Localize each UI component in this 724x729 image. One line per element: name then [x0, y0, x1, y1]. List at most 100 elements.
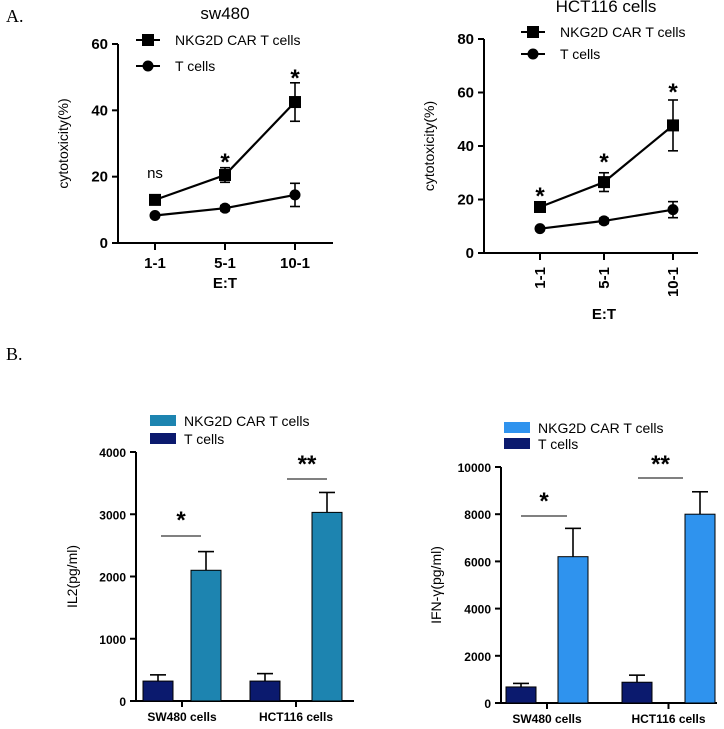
- significance-star: *: [290, 65, 300, 92]
- legend-swatch: [504, 422, 530, 433]
- significance-star: *: [539, 488, 549, 515]
- y-tick-label: 20: [91, 169, 108, 186]
- legend-swatch: [504, 438, 530, 449]
- legend-item: NKG2D CAR T cells: [521, 24, 686, 40]
- legend-label: NKG2D CAR T cells: [175, 32, 301, 48]
- data-point: [667, 204, 679, 216]
- y-tick-label: 60: [457, 85, 474, 102]
- legend-item: T cells: [150, 431, 224, 447]
- legend-item: NKG2D CAR T cells: [504, 420, 664, 436]
- hct116-series-t-cells: [534, 200, 679, 235]
- legend-marker: [527, 48, 539, 60]
- bar: [621, 681, 653, 704]
- ifng-series-car-t: [557, 490, 716, 704]
- data-point: [149, 193, 161, 206]
- y-tick-label: 2000: [99, 571, 126, 585]
- sw480-x-axis: 1-1 5-1 10-1: [118, 242, 333, 272]
- y-tick-label: 4000: [99, 446, 126, 460]
- ns-label: ns: [147, 165, 163, 182]
- legend-item: NKG2D CAR T cells: [150, 413, 310, 429]
- y-tick-label: 1000: [99, 633, 126, 647]
- legend-label: T cells: [560, 46, 600, 62]
- data-point: [219, 202, 231, 214]
- x-tick-label: 10-1: [665, 267, 682, 297]
- legend-label: NKG2D CAR T cells: [184, 413, 310, 429]
- data-point: [149, 209, 161, 221]
- legend-label: NKG2D CAR T cells: [560, 24, 686, 40]
- data-point: [289, 96, 301, 109]
- il2-series-car-t: [190, 491, 343, 702]
- y-tick-label: 4000: [464, 603, 491, 617]
- significance-star: *: [535, 183, 545, 210]
- bar: [311, 511, 343, 702]
- x-tick-label: 10-1: [280, 255, 310, 272]
- legend-item: T cells: [504, 436, 578, 452]
- y-axis-label: cytotoxicity(%): [421, 101, 437, 191]
- legend-swatch: [150, 433, 176, 444]
- legend-item: T cells: [521, 46, 600, 62]
- legend-label: NKG2D CAR T cells: [538, 420, 664, 436]
- significance-star: *: [220, 149, 230, 176]
- x-tick-label: 5-1: [214, 255, 236, 272]
- bar: [505, 686, 537, 704]
- x-tick-label: 5-1: [596, 267, 613, 289]
- legend-item: T cells: [136, 58, 215, 74]
- panel-label-a: A.: [6, 6, 24, 26]
- y-tick-label: 10000: [458, 461, 492, 475]
- sw480-series-car-t: [149, 82, 301, 206]
- ifng-y-axis: 0 2000 4000 6000 8000 10000: [458, 461, 502, 711]
- y-axis-label: cytotoxicity(%): [55, 98, 71, 188]
- sw480-series-t-cells: [149, 182, 301, 221]
- legend-swatch: [150, 415, 176, 426]
- y-tick-label: 40: [457, 138, 474, 155]
- bar: [190, 569, 222, 702]
- data-point: [598, 215, 610, 227]
- data-point: [534, 200, 546, 213]
- il2-x-axis: SW480 cells HCT116 cells: [136, 700, 354, 724]
- data-point: [219, 169, 231, 182]
- legend-marker: [527, 26, 539, 38]
- chart-title: sw480: [200, 4, 249, 23]
- x-tick-label: SW480 cells: [147, 710, 217, 724]
- legend-item: NKG2D CAR T cells: [136, 32, 301, 48]
- sw480-y-axis: 0 20 40 60: [91, 36, 119, 252]
- y-tick-label: 2000: [464, 650, 491, 664]
- x-tick-label: 1-1: [532, 267, 549, 289]
- panel-label-b: B.: [6, 344, 23, 364]
- y-tick-label: 6000: [464, 555, 491, 569]
- x-axis-label: E:T: [213, 275, 237, 292]
- x-axis-label: E:T: [592, 306, 616, 323]
- y-tick-label: 20: [457, 192, 474, 209]
- x-tick-label: HCT116 cells: [631, 712, 705, 726]
- data-point: [289, 189, 301, 201]
- y-tick-label: 0: [484, 697, 491, 711]
- y-tick-label: 0: [100, 235, 108, 252]
- bar: [684, 513, 716, 704]
- y-tick-label: 60: [91, 36, 108, 53]
- y-tick-label: 0: [119, 695, 126, 709]
- significance-star: *: [176, 507, 186, 534]
- x-tick-label: 1-1: [144, 255, 166, 272]
- bar: [249, 680, 281, 702]
- significance-star: **: [651, 451, 670, 478]
- y-tick-label: 3000: [99, 508, 126, 522]
- data-point: [598, 176, 610, 189]
- ifng-x-axis: SW480 cells HCT116 cells: [501, 702, 717, 726]
- x-tick-label: SW480 cells: [512, 712, 582, 726]
- legend-label: T cells: [538, 436, 578, 452]
- y-axis-label: IFN-γ(pg/ml): [428, 546, 444, 624]
- y-tick-label: 80: [457, 31, 474, 48]
- legend-marker: [142, 60, 154, 72]
- y-tick-label: 8000: [464, 508, 491, 522]
- hct116-y-axis: 0 20 40 60 80: [457, 31, 485, 262]
- il2-y-axis: 0 1000 2000 3000 4000: [99, 446, 137, 709]
- legend-label: T cells: [184, 431, 224, 447]
- y-tick-label: 0: [466, 245, 474, 262]
- significance-star: *: [668, 79, 678, 106]
- y-tick-label: 40: [91, 102, 108, 119]
- data-point: [534, 223, 546, 235]
- data-point: [667, 119, 679, 132]
- chart-title: HCT116 cells: [556, 0, 657, 16]
- legend-marker: [142, 34, 154, 46]
